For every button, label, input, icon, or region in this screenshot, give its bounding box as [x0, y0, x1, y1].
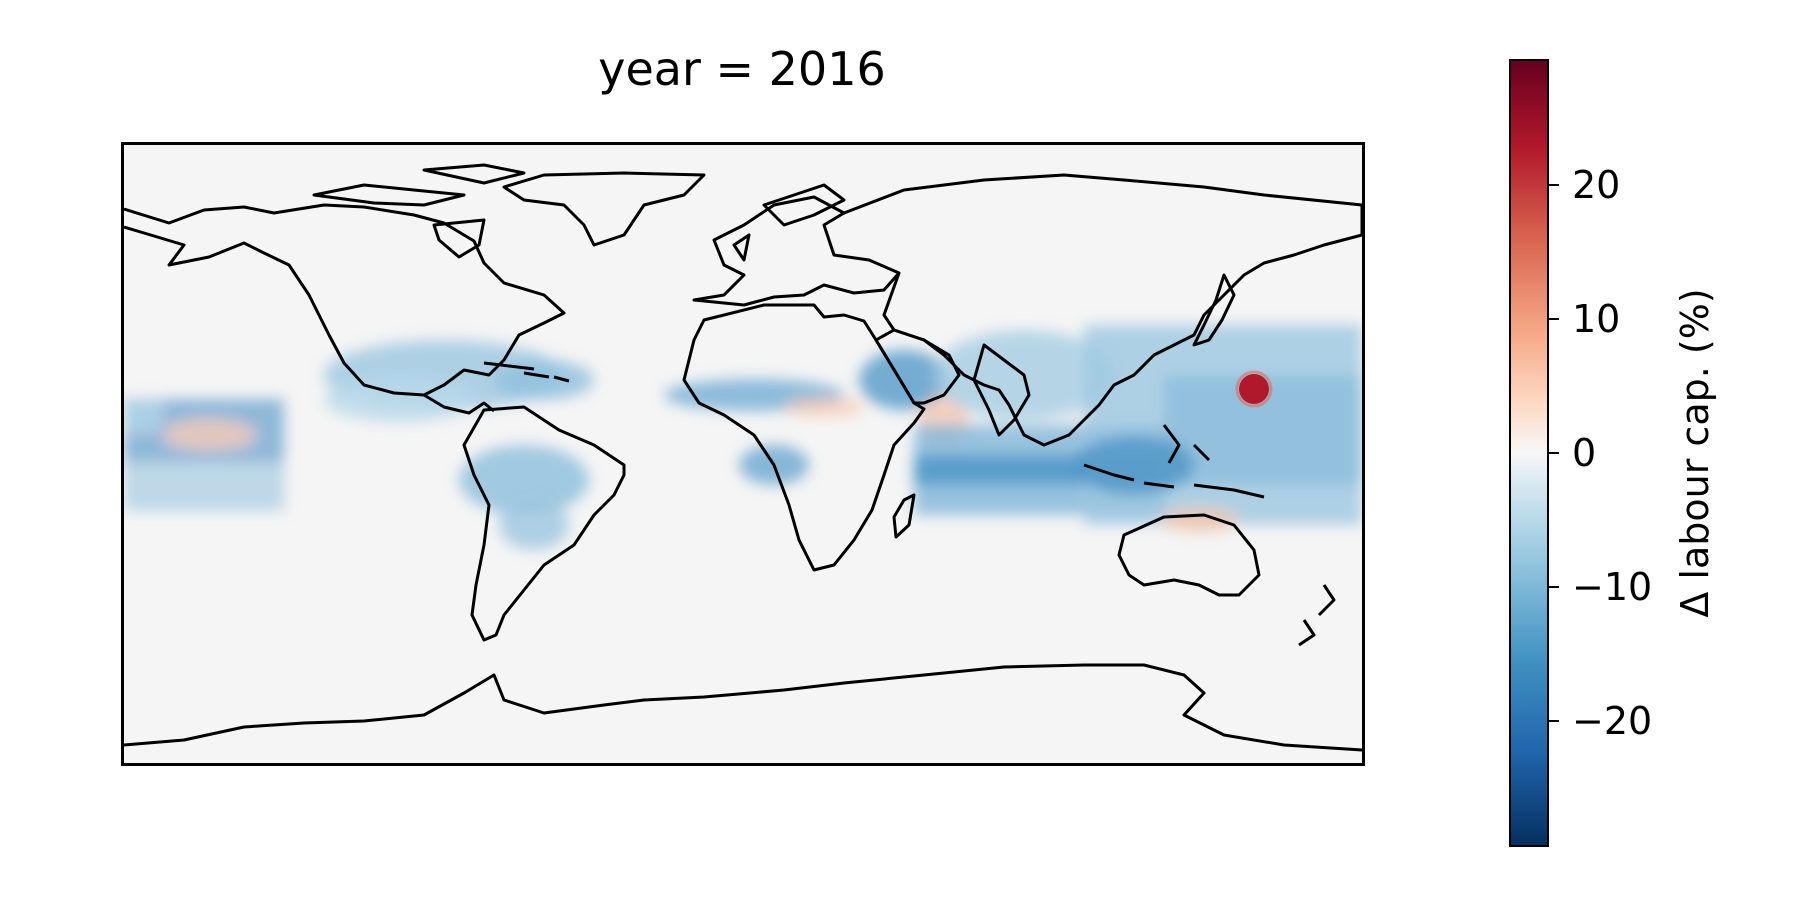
colorbar-tick: [1547, 452, 1559, 454]
colorbar-tick: [1547, 720, 1559, 722]
colorbar-tick-label: 0: [1572, 431, 1597, 475]
colorbar-label: Δ labour cap. (%): [1673, 288, 1717, 618]
colorbar-tick: [1547, 318, 1559, 320]
map-canvas: [124, 163, 1362, 752]
colorbar: [1509, 59, 1549, 847]
coastlines: [124, 163, 1362, 752]
colorbar-tick: [1547, 586, 1559, 588]
colorbar-tick: [1547, 184, 1559, 186]
map-title: year = 2016: [598, 42, 886, 96]
colorbar-tick-label: 10: [1572, 297, 1621, 341]
colorbar-tick-label: −10: [1572, 565, 1653, 609]
anomaly-field: [124, 325, 1362, 550]
colorbar-tick-label: −20: [1572, 699, 1653, 743]
colorbar-tick-label: 20: [1572, 163, 1621, 207]
hotspot-marker: [1239, 374, 1269, 404]
world-map: [121, 142, 1365, 766]
